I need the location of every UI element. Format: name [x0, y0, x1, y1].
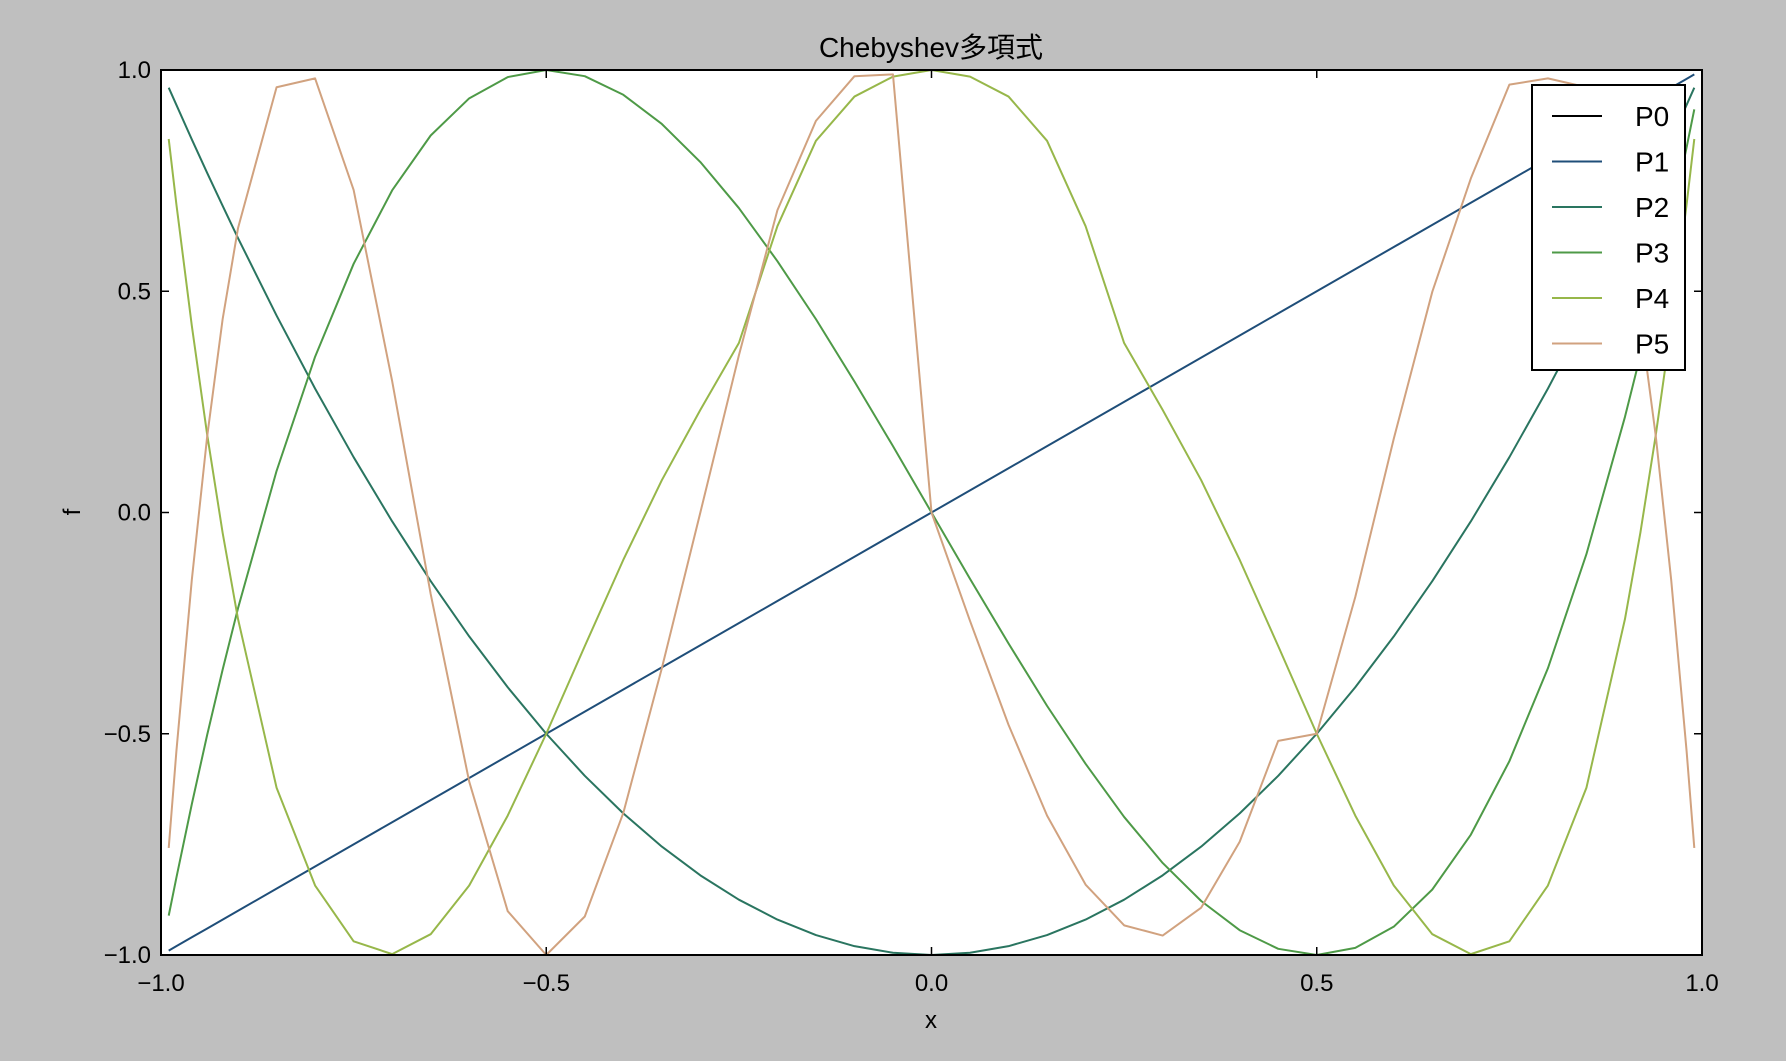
legend-label-p4: P4	[1635, 283, 1669, 314]
y-axis-label: f	[59, 508, 86, 515]
legend-label-p2: P2	[1635, 192, 1669, 223]
y-tick-label: 0.0	[118, 500, 151, 527]
legend-label-p3: P3	[1635, 238, 1669, 269]
y-tick-label: −0.5	[104, 721, 151, 748]
x-axis-label: x	[925, 1007, 937, 1034]
x-tick-label: −1.0	[137, 970, 184, 997]
x-tick-label: 1.0	[1685, 970, 1718, 997]
axis-ticks: −1.0 −0.5 0.0 0.5 1.0 −1.0 −0.5 0.0 0.5 1.0	[104, 57, 1719, 997]
legend-label-p0: P0	[1635, 101, 1669, 132]
plot-frame	[160, 69, 1703, 956]
y-tick-label: −1.0	[104, 942, 151, 969]
x-tick-label: 0.0	[915, 970, 948, 997]
y-tick-label: 0.5	[118, 278, 151, 305]
chart-title: Chebyshev多項式	[819, 32, 1043, 63]
series-line-p5	[167, 73, 1696, 956]
legend: P0 P1 P2 P3 P4 P5	[1531, 84, 1686, 371]
x-tick-label: 0.5	[1300, 970, 1333, 997]
legend-label-p5: P5	[1635, 329, 1669, 360]
x-tick-label: −0.5	[523, 970, 570, 997]
y-tick-label: 1.0	[118, 57, 151, 84]
legend-box	[1531, 84, 1686, 371]
legend-label-p1: P1	[1635, 147, 1669, 178]
